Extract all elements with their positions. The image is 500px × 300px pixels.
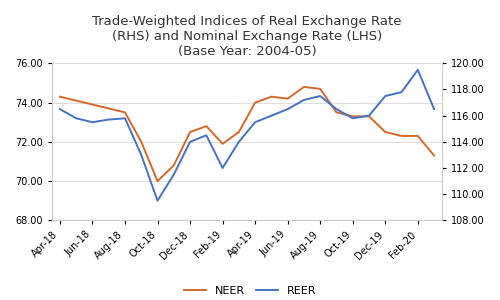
REER [171,173,177,176]
REER [334,107,340,111]
REER [122,116,128,120]
NEER [398,134,404,138]
Title: Trade-Weighted Indices of Real Exchange Rate
(RHS) and Nominal Exchange Rate (LH: Trade-Weighted Indices of Real Exchange … [92,15,402,58]
REER [73,116,79,120]
REER [106,118,112,122]
NEER [106,107,112,110]
NEER [204,124,210,128]
NEER [252,101,258,104]
NEER [73,99,79,102]
Line: REER: REER [60,70,434,201]
REER [268,114,274,118]
REER [154,199,160,202]
NEER [350,115,356,118]
REER [187,140,193,144]
REER [301,98,307,102]
REER [398,90,404,94]
NEER [334,111,340,114]
REER [431,107,437,111]
NEER [57,95,63,98]
NEER [415,134,421,138]
REER [317,94,323,98]
Legend: NEER, REER: NEER, REER [179,281,321,300]
REER [57,107,63,111]
REER [204,134,210,137]
REER [350,116,356,120]
NEER [236,130,242,134]
NEER [366,115,372,118]
NEER [90,103,96,106]
NEER [138,140,144,144]
NEER [187,130,193,134]
NEER [122,111,128,114]
NEER [382,130,388,134]
REER [382,94,388,98]
REER [90,120,96,124]
REER [284,107,290,111]
REER [252,120,258,124]
NEER [154,179,160,183]
NEER [301,85,307,89]
NEER [284,97,290,101]
NEER [220,142,226,146]
NEER [268,95,274,98]
NEER [431,154,437,158]
REER [138,153,144,157]
REER [220,166,226,170]
NEER [317,87,323,91]
REER [366,114,372,118]
NEER [171,164,177,167]
Line: NEER: NEER [60,87,434,181]
REER [415,68,421,72]
REER [236,140,242,144]
